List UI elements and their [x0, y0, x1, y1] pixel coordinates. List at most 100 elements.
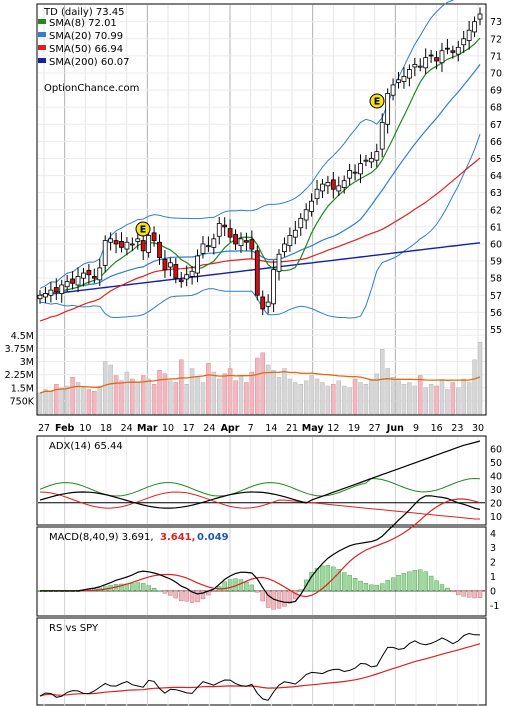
- macd-histogram-bar: [189, 590, 195, 603]
- macd-histogram-bar: [314, 567, 320, 592]
- candle-body: [303, 209, 309, 221]
- volume-bar: [314, 378, 320, 415]
- candle-body: [292, 229, 298, 238]
- candle-body: [178, 279, 184, 282]
- macd-histogram-bar: [390, 577, 396, 592]
- macd-histogram-bar: [428, 575, 434, 592]
- candle-body: [336, 185, 342, 192]
- volume-bar: [189, 368, 195, 415]
- volume-bar: [396, 380, 401, 415]
- volume-bar: [450, 382, 456, 415]
- candle-body: [390, 84, 396, 96]
- x-tick-label: 24: [121, 423, 133, 434]
- macd-histogram-bar: [238, 579, 244, 592]
- candle-body: [216, 223, 222, 237]
- candle-body: [347, 170, 353, 179]
- legend-entry: SMA(20) 70.99: [49, 31, 123, 42]
- volume-bar: [434, 385, 439, 415]
- volume-tick-label: 4.5M: [11, 331, 34, 342]
- macd-tick-label: 2: [490, 558, 496, 569]
- candle-body: [472, 21, 477, 33]
- macd-tick-label: 3: [490, 543, 496, 554]
- x-tick-label: 23: [451, 423, 463, 434]
- volume-bar: [184, 384, 189, 415]
- candle-body: [124, 241, 130, 250]
- macd-tick-label: 0: [490, 586, 496, 597]
- macd-histogram-bar: [130, 583, 135, 592]
- macd-histogram-bar: [162, 590, 168, 594]
- x-tick-label: 24: [203, 423, 215, 434]
- legend-swatch: [38, 32, 46, 37]
- candle-body: [455, 46, 461, 55]
- macd-histogram-bar: [173, 590, 179, 599]
- volume-bar: [97, 385, 103, 415]
- price-tick-label: 67: [490, 120, 502, 131]
- candle-body: [254, 250, 260, 296]
- candle-body: [417, 65, 423, 68]
- price-tick-label: 71: [490, 51, 502, 62]
- volume-bar: [320, 382, 325, 415]
- lower-band-line: [39, 134, 481, 319]
- macd-line: [40, 495, 481, 604]
- macd-histogram-bar: [352, 578, 358, 592]
- chart-text: TD (daily) 73.45 OptionChance.com ADX(14…: [5, 7, 502, 634]
- volume-bar: [472, 359, 477, 415]
- macd-histogram-bar: [227, 579, 233, 592]
- x-tick-label: 12: [327, 423, 339, 434]
- volume-bar: [48, 391, 54, 415]
- adx-plus-di-line: [39, 477, 481, 497]
- macd-histogram-bar: [282, 590, 287, 607]
- candle-body: [363, 159, 369, 162]
- candle-body: [108, 238, 114, 243]
- candle-body: [173, 264, 179, 279]
- volume-tick-label: 750K: [10, 396, 35, 407]
- rs-label: RS vs SPY: [49, 623, 99, 634]
- x-tick-label: Mar: [137, 423, 158, 434]
- volume-bar: [298, 384, 303, 415]
- candle-body: [222, 224, 228, 228]
- candle-body: [423, 57, 429, 69]
- candle-body: [477, 13, 483, 20]
- candle-body: [195, 255, 200, 274]
- volume-bar: [151, 384, 157, 415]
- price-tick-label: 56: [490, 308, 502, 319]
- candle-body: [406, 69, 412, 79]
- x-tick-label: 16: [431, 423, 443, 434]
- macd-tick-label: 1: [490, 572, 496, 583]
- x-tick-label: 27: [38, 423, 50, 434]
- candle-body: [276, 253, 282, 272]
- volume-bar: [64, 385, 70, 415]
- candle-body: [48, 289, 54, 296]
- price-tick-label: 55: [490, 325, 502, 336]
- volume-bar: [217, 378, 222, 415]
- sma200-line: [39, 242, 481, 296]
- macd-histogram-bar: [385, 580, 390, 592]
- candle-body: [374, 151, 380, 161]
- macd-histogram-bar: [369, 584, 374, 592]
- candle-body: [238, 238, 244, 247]
- volume-bar: [331, 384, 336, 415]
- volume-bar: [244, 382, 249, 415]
- candle-body: [129, 243, 135, 246]
- volume-bar: [428, 384, 434, 415]
- volume-bar: [260, 352, 265, 415]
- candle-body: [412, 64, 418, 68]
- volume-bar: [59, 387, 64, 415]
- candle-body: [43, 293, 48, 298]
- macd-histogram-bar: [141, 583, 146, 592]
- candle-body: [249, 239, 255, 250]
- macd-histogram-bar: [472, 590, 477, 599]
- macd-histogram-bar: [298, 589, 303, 592]
- price-tick-label: 61: [490, 222, 502, 233]
- earnings-marker-label: E: [374, 97, 381, 108]
- candle-body: [64, 281, 70, 288]
- candle-body: [330, 179, 336, 190]
- volume-bar: [439, 380, 445, 415]
- legend-entry: SMA(8) 72.01: [49, 18, 117, 29]
- indicator-lines: [39, 0, 481, 701]
- macd-signal-line: [40, 498, 481, 598]
- volume-bar: [211, 371, 217, 415]
- macd-histogram-bar: [222, 581, 227, 592]
- macd-histogram-bar: [309, 571, 314, 592]
